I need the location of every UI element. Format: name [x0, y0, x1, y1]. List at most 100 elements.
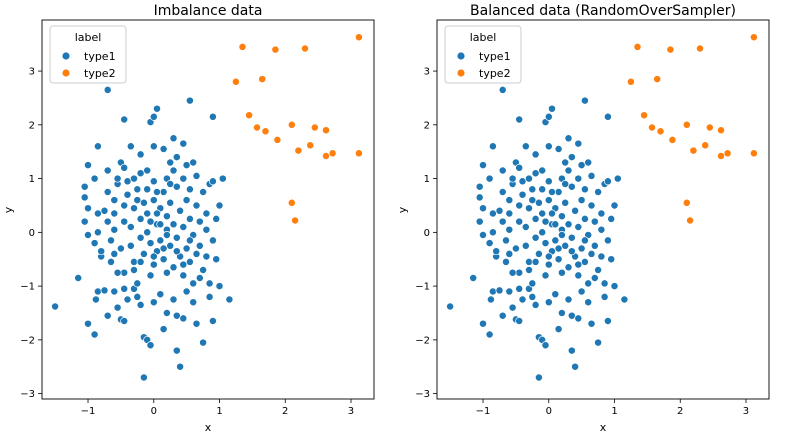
left-point-type2 — [291, 216, 300, 225]
left-point-type1 — [179, 260, 188, 269]
left-point-type1 — [189, 279, 198, 288]
right-point-type1 — [590, 241, 599, 250]
right-point-type1 — [580, 214, 589, 223]
right-point-type1 — [544, 177, 553, 186]
right-point-type1 — [541, 239, 550, 248]
right-point-type1 — [567, 153, 576, 162]
left-point-type1 — [185, 96, 194, 105]
left-point-type1 — [133, 196, 142, 205]
right-point-type2 — [749, 149, 758, 158]
right-point-type1 — [544, 142, 553, 151]
right-point-type1 — [594, 188, 603, 196]
right-point-type2 — [682, 120, 691, 129]
right-point-type1 — [557, 212, 566, 221]
left-point-type1 — [169, 166, 178, 175]
right-point-type1 — [603, 236, 612, 245]
left-point-type1 — [90, 330, 99, 339]
right-point-type1 — [574, 260, 583, 269]
right-point-type1 — [577, 287, 586, 296]
left-y-tick-label: −3 — [20, 389, 35, 400]
left-point-type1 — [103, 85, 112, 94]
left-point-type1 — [179, 174, 188, 183]
right-point-type2 — [717, 126, 725, 135]
left-x-axis-label: x — [205, 421, 212, 434]
right-point-type1 — [531, 214, 540, 223]
left-point-type1 — [212, 255, 221, 264]
left-points — [51, 33, 363, 382]
right-point-type1 — [502, 257, 510, 266]
right-point-type1 — [587, 249, 596, 258]
right-x-axis-label: x — [600, 421, 607, 434]
right-points — [446, 33, 758, 382]
left-point-type1 — [172, 182, 181, 191]
right-point-type1 — [544, 252, 553, 261]
left-point-type1 — [156, 236, 165, 245]
left-point-type2 — [287, 120, 296, 129]
right-point-type1 — [574, 174, 583, 183]
left-x-tick-label: −1 — [81, 406, 96, 417]
left-point-type1 — [162, 212, 171, 221]
right-point-type1 — [538, 228, 547, 237]
right-point-type1 — [603, 317, 612, 325]
right-point-type1 — [498, 311, 507, 320]
right-point-type1 — [488, 287, 497, 296]
right-point-type1 — [564, 166, 573, 175]
right-x-tick-label: −1 — [476, 406, 491, 417]
right-point-type1 — [580, 257, 589, 266]
right-legend-box — [444, 25, 522, 84]
left-point-type2 — [328, 149, 337, 158]
left-point-type1 — [113, 268, 122, 277]
left-point-type1 — [208, 317, 217, 325]
left-point-type1 — [130, 257, 138, 266]
left-point-type2 — [287, 198, 296, 207]
right-x-tick-label: 0 — [546, 406, 552, 417]
right-point-type1 — [495, 206, 504, 215]
right-point-type1 — [518, 177, 527, 186]
left-point-type1 — [84, 161, 92, 170]
left-point-type1 — [120, 115, 129, 124]
right-point-type1 — [554, 325, 563, 334]
right-point-type2 — [696, 44, 704, 53]
right-point-type2 — [705, 123, 714, 132]
right-point-type1 — [515, 163, 524, 172]
right-point-type1 — [557, 231, 566, 239]
right-point-type1 — [475, 193, 484, 202]
right-point-type2 — [723, 149, 732, 158]
left-point-type1 — [192, 319, 201, 328]
left-point-type1 — [202, 225, 211, 234]
left-point-type1 — [91, 295, 100, 304]
left-point-type1 — [172, 153, 181, 162]
left-point-type2 — [301, 44, 309, 53]
right-point-type1 — [498, 166, 507, 175]
left-point-type1 — [185, 214, 194, 223]
right-point-type1 — [584, 279, 593, 288]
right-point-type1 — [551, 220, 560, 229]
right-point-type1 — [521, 241, 530, 250]
left-point-type1 — [74, 274, 83, 282]
right-point-type1 — [475, 217, 484, 226]
right-point-type1 — [505, 249, 514, 258]
right-point-type1 — [580, 236, 589, 245]
left-point-type1 — [162, 309, 171, 317]
right-point-type1 — [600, 279, 609, 288]
right-point-type1 — [584, 158, 593, 167]
right-point-type1 — [541, 341, 550, 350]
right-point-type1 — [548, 188, 556, 196]
left-point-type1 — [208, 112, 217, 121]
left-point-type1 — [159, 145, 168, 153]
left-point-type1 — [139, 373, 148, 382]
left-point-type1 — [153, 104, 161, 113]
right-point-type1 — [580, 96, 589, 105]
right-point-type1 — [521, 223, 530, 231]
right-point-type1 — [571, 362, 580, 371]
left-legend-marker-type1 — [61, 51, 71, 61]
left-point-type1 — [149, 112, 158, 121]
left-point-type1 — [120, 317, 129, 325]
right-point-type2 — [717, 152, 725, 160]
left-point-type1 — [136, 300, 145, 309]
right-point-type1 — [531, 150, 540, 159]
left-y-tick-label: 0 — [29, 228, 35, 239]
right-point-type1 — [469, 274, 478, 282]
left-point-type1 — [116, 244, 125, 253]
